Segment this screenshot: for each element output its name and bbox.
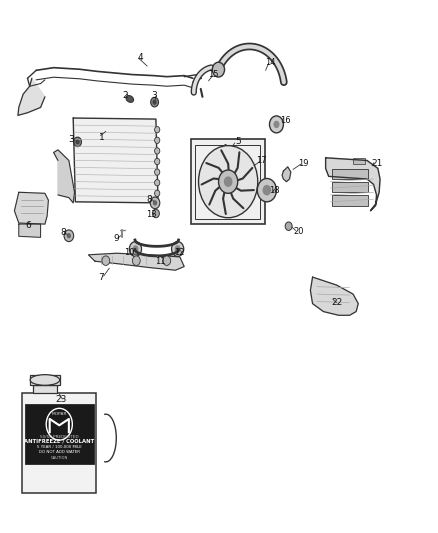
Circle shape <box>257 179 276 202</box>
Ellipse shape <box>126 95 134 102</box>
Text: 4: 4 <box>138 53 144 62</box>
Circle shape <box>74 137 81 147</box>
Bar <box>30 375 60 385</box>
Text: 13: 13 <box>146 210 157 219</box>
Circle shape <box>175 245 181 253</box>
Polygon shape <box>19 224 41 237</box>
Circle shape <box>129 241 141 256</box>
Text: 12: 12 <box>175 248 185 257</box>
Text: MOPAR: MOPAR <box>52 411 67 416</box>
Text: ANTIFREEZE / COOLANT: ANTIFREEZE / COOLANT <box>24 439 94 444</box>
Polygon shape <box>14 192 48 224</box>
Circle shape <box>67 233 71 238</box>
Circle shape <box>155 180 160 186</box>
Text: 8: 8 <box>61 228 67 237</box>
Circle shape <box>102 256 110 265</box>
Text: 20: 20 <box>293 227 304 236</box>
Text: 5: 5 <box>236 138 241 147</box>
Circle shape <box>153 200 157 206</box>
Circle shape <box>155 190 160 197</box>
Circle shape <box>155 158 160 165</box>
Circle shape <box>155 148 160 154</box>
Text: 50/50 PREDILUTED: 50/50 PREDILUTED <box>40 435 78 439</box>
Circle shape <box>155 126 160 133</box>
Bar <box>191 139 265 224</box>
Circle shape <box>132 256 140 265</box>
Polygon shape <box>311 277 358 316</box>
Bar <box>353 158 365 164</box>
Circle shape <box>155 169 160 175</box>
Ellipse shape <box>30 375 60 385</box>
Text: 2: 2 <box>123 91 128 100</box>
Circle shape <box>212 62 225 77</box>
Circle shape <box>151 98 159 107</box>
Text: 7: 7 <box>99 272 104 281</box>
Polygon shape <box>88 253 184 270</box>
Polygon shape <box>219 144 232 165</box>
Circle shape <box>224 176 233 187</box>
Circle shape <box>163 256 171 265</box>
Text: 9: 9 <box>114 234 120 243</box>
Polygon shape <box>18 78 45 115</box>
Text: 5 YEAR / 100,000 MILE: 5 YEAR / 100,000 MILE <box>37 446 81 449</box>
Circle shape <box>198 146 258 217</box>
Text: 6: 6 <box>25 221 31 230</box>
Circle shape <box>150 197 160 209</box>
Text: DO NOT ADD WATER: DO NOT ADD WATER <box>39 450 80 454</box>
Text: 15: 15 <box>208 70 219 79</box>
Text: 11: 11 <box>155 257 166 265</box>
Text: 17: 17 <box>256 156 267 165</box>
Circle shape <box>262 185 271 196</box>
Polygon shape <box>325 158 380 211</box>
Bar <box>195 144 260 219</box>
Text: 10: 10 <box>124 248 135 257</box>
Text: 1: 1 <box>99 133 104 142</box>
Bar <box>332 182 368 192</box>
Circle shape <box>132 245 138 253</box>
Bar <box>332 195 368 206</box>
Circle shape <box>75 139 80 144</box>
Bar <box>22 393 96 494</box>
Text: 16: 16 <box>280 116 290 125</box>
Polygon shape <box>282 167 291 182</box>
Text: CAUTION: CAUTION <box>50 456 68 460</box>
Text: 3: 3 <box>151 91 157 100</box>
Circle shape <box>155 137 160 143</box>
Circle shape <box>64 230 74 241</box>
Bar <box>33 385 57 393</box>
Text: 8: 8 <box>146 195 152 204</box>
Bar <box>332 169 368 179</box>
Text: 3: 3 <box>68 135 74 144</box>
Text: 21: 21 <box>371 159 382 168</box>
Polygon shape <box>73 118 158 203</box>
Circle shape <box>152 100 157 105</box>
Text: 19: 19 <box>298 159 309 167</box>
Circle shape <box>285 222 292 230</box>
Bar <box>25 404 94 464</box>
Circle shape <box>152 209 159 217</box>
Circle shape <box>273 120 279 128</box>
Text: 23: 23 <box>55 394 67 403</box>
Circle shape <box>172 241 184 256</box>
Circle shape <box>269 116 283 133</box>
Circle shape <box>219 170 238 193</box>
Text: 14: 14 <box>265 58 276 67</box>
Text: 18: 18 <box>269 185 280 195</box>
Text: 22: 22 <box>332 298 343 307</box>
Polygon shape <box>53 150 74 203</box>
